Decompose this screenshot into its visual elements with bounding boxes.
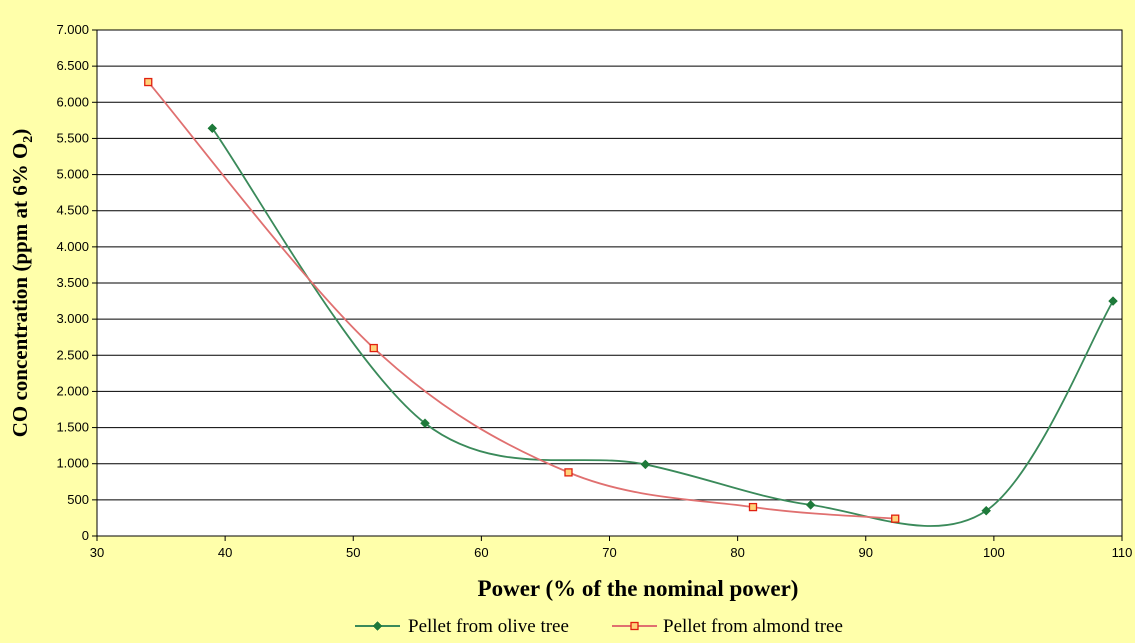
y-axis-title-subscript: 2: [21, 136, 36, 143]
series-line-almond: [147, 81, 896, 520]
y-tick-label-9: 4.500: [56, 203, 89, 218]
data-point-olive-4: [981, 505, 992, 516]
y-tick-label-13: 6.500: [56, 58, 89, 73]
y-tick-label-3: 1.500: [56, 420, 89, 435]
data-point-olive-5: [1108, 296, 1118, 306]
x-tick-label-7: 100: [983, 545, 1005, 560]
grid-lines: [92, 29, 1123, 541]
y-tick-label-5: 2.500: [56, 347, 89, 362]
series-markers: [144, 77, 1118, 523]
y-tick-label-11: 5.500: [56, 130, 89, 145]
legend-marker-0: [372, 621, 383, 631]
y-axis-title-main: CO concentration (ppm at 6% O: [8, 143, 32, 438]
y-tick-label-14: 7.000: [56, 22, 89, 37]
y-tick-label-0: 0: [82, 528, 89, 543]
data-point-olive-1: [420, 418, 430, 429]
x-tick-label-0: 30: [90, 545, 104, 560]
y-tick-label-2: 1.000: [56, 456, 89, 471]
legend-box: [345, 604, 885, 640]
x-tick-label-5: 80: [730, 545, 744, 560]
data-point-almond-4: [891, 514, 900, 523]
y-tick-label-4: 2.000: [56, 383, 89, 398]
x-tick-label-3: 60: [474, 545, 488, 560]
legend-label-1: Pellet from almond tree: [663, 616, 843, 637]
y-axis-title: CO concentration (ppm at 6% O2): [8, 129, 36, 438]
data-point-olive-2: [640, 459, 651, 470]
x-axis-title: Power (% of the nominal power): [478, 576, 799, 601]
x-tick-label-2: 50: [346, 545, 360, 560]
x-tick-label-4: 70: [602, 545, 616, 560]
series-line-olive: [211, 127, 1114, 527]
x-tick-label-8: 110: [1112, 545, 1133, 560]
data-point-almond-2: [564, 468, 573, 477]
legend-marker-1: [630, 621, 639, 631]
series-lines: [147, 81, 1114, 527]
y-tick-label-6: 3.000: [56, 311, 89, 326]
y-tick-label-10: 5.000: [56, 167, 89, 182]
legend: Pellet from olive tree Pellet from almond…: [345, 604, 885, 640]
x-tick-label-1: 40: [218, 545, 232, 560]
data-point-olive-3: [805, 500, 816, 510]
y-tick-label-8: 4.000: [56, 239, 89, 254]
y-tick-label-12: 6.000: [56, 94, 89, 109]
data-point-almond-3: [748, 502, 758, 512]
x-tick-label-6: 90: [859, 545, 873, 560]
y-tick-labels: 0 500 1.000 1.500 2.000 2.500 3.000 3.500 4.000 4…: [56, 22, 89, 543]
y-tick-label-1: 500: [67, 492, 89, 507]
y-axis-title-end: ): [8, 129, 32, 136]
data-point-almond-0: [144, 77, 153, 87]
y-tick-label-7: 3.500: [56, 275, 89, 290]
x-tick-labels: 30 40 50 60 70 80 90 100 110: [90, 545, 1133, 560]
data-point-olive-0: [207, 123, 218, 134]
data-point-almond-1: [369, 343, 378, 353]
legend-label-0: Pellet from olive tree: [408, 616, 569, 637]
